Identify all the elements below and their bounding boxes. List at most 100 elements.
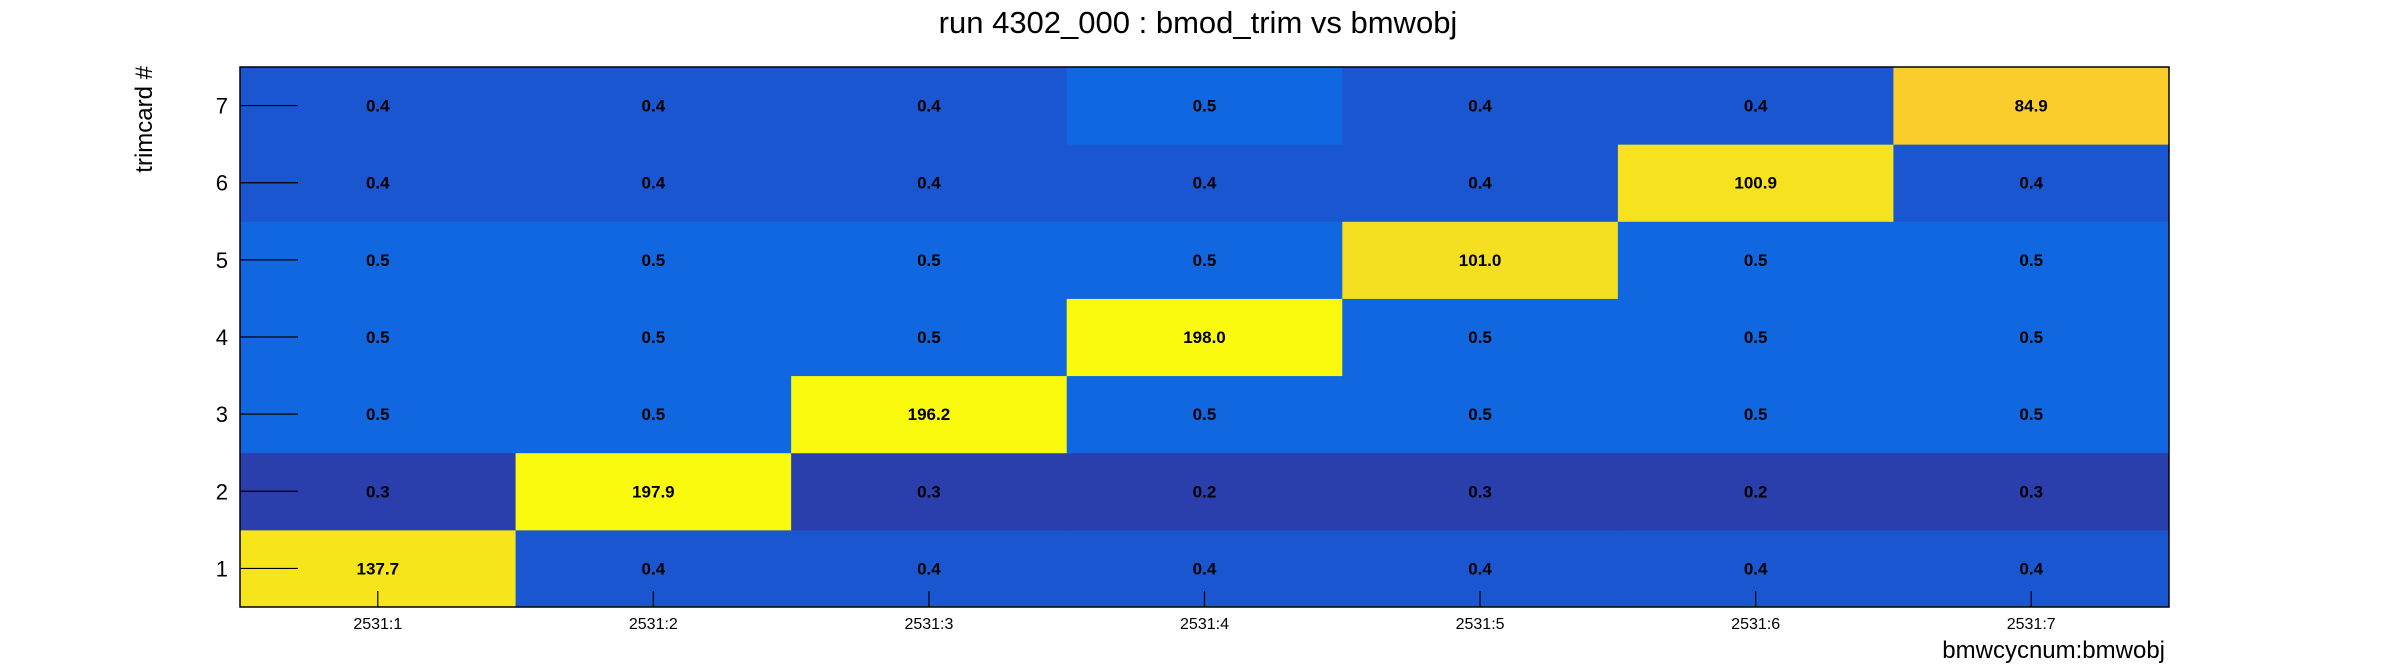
x-tick-label: 2531:2 (629, 616, 678, 633)
heatmap-cell (1342, 221, 1619, 299)
heatmap-cell (1617, 375, 1894, 454)
heatmap-cell (791, 375, 1068, 454)
chart-title: run 4302_000 : bmod_trim vs bmwobj (939, 5, 1458, 40)
heatmap-cell (1617, 221, 1894, 299)
heatmap-cell (1066, 67, 1343, 145)
cell-value-label: 0.5 (642, 405, 666, 424)
y-tick-label: 6 (216, 171, 228, 196)
y-tick-label: 4 (216, 325, 228, 350)
cell-value-label: 0.4 (1744, 97, 1768, 116)
heatmap-cell (1342, 144, 1619, 222)
heatmap-cell (1893, 375, 2170, 454)
y-tick-label: 5 (216, 248, 228, 273)
cell-value-label: 198.0 (1183, 328, 1226, 347)
cell-value-label: 0.4 (2019, 559, 2043, 578)
heatmap-cell (1342, 298, 1619, 377)
cell-value-label: 0.4 (1468, 174, 1492, 193)
heatmap-cell (1066, 452, 1343, 531)
cell-value-label: 0.5 (1468, 328, 1492, 347)
heatmap-cell (1893, 298, 2170, 377)
cell-value-label: 0.4 (2019, 174, 2043, 193)
heatmap-cell (1893, 144, 2170, 222)
cell-value-label: 100.9 (1734, 174, 1777, 193)
cell-value-label: 0.4 (1468, 97, 1492, 116)
y-axis-label: trimcard # (131, 65, 158, 172)
cell-value-label: 0.5 (917, 328, 941, 347)
x-tick-label: 2531:1 (353, 616, 402, 633)
heatmap-cell (515, 375, 792, 454)
heatmap-cell (1066, 221, 1343, 299)
cell-value-label: 137.7 (357, 559, 400, 578)
heatmap-cell (1066, 144, 1343, 222)
cell-value-label: 0.3 (917, 482, 941, 501)
heatmap-cell (791, 144, 1068, 222)
heatmap-cell (1893, 67, 2170, 145)
cell-value-label: 0.5 (366, 328, 390, 347)
cell-value-label: 0.4 (1744, 559, 1768, 578)
cell-value-label: 0.3 (1468, 482, 1492, 501)
cell-value-label: 0.5 (1744, 328, 1768, 347)
y-axis-ticks: 1 2 3 4 5 6 7 (216, 94, 298, 581)
heatmap-cell (791, 67, 1068, 145)
heatmap-cell (1617, 452, 1894, 531)
heatmap-cell (515, 221, 792, 299)
cell-value-label: 196.2 (908, 405, 951, 424)
cell-value-label: 0.4 (642, 559, 666, 578)
heatmap-cell (515, 67, 792, 145)
cell-value-label: 101.0 (1459, 251, 1502, 270)
heatmap-cell (1893, 452, 2170, 531)
heatmap-cells: 137.7 0.4 0.4 0.4 0.4 0.4 0.4 0.3 197.9 0.3 0.2 0.3… (240, 67, 2170, 608)
x-axis-ticks: 2531:1 2531:2 2531:3 2531:4 2531:5 2531:6 2531… (353, 591, 2056, 633)
heatmap-cell (791, 298, 1068, 377)
heatmap-cell (1617, 298, 1894, 377)
y-tick-label: 3 (216, 402, 228, 427)
cell-value-label: 0.4 (642, 174, 666, 193)
cell-value-label: 0.5 (2019, 328, 2043, 347)
cell-value-label: 0.5 (642, 251, 666, 270)
cell-value-label: 0.4 (366, 174, 390, 193)
cell-value-label: 0.3 (366, 482, 390, 501)
heatmap-cell (1066, 375, 1343, 454)
x-tick-label: 2531:7 (2007, 616, 2056, 633)
heatmap-cell (515, 144, 792, 222)
cell-value-label: 0.5 (1193, 405, 1217, 424)
x-tick-label: 2531:4 (1180, 616, 1229, 633)
x-axis-label: bmwcycnum:bmwobj (1942, 637, 2165, 664)
cell-value-label: 0.5 (917, 251, 941, 270)
heatmap-cell (1617, 67, 1894, 145)
cell-value-label: 0.5 (642, 328, 666, 347)
cell-value-label: 0.3 (2019, 482, 2043, 501)
cell-value-label: 0.2 (1193, 482, 1217, 501)
cell-value-label: 0.4 (642, 97, 666, 116)
heatmap-cell (515, 298, 792, 377)
cell-value-label: 0.2 (1744, 482, 1768, 501)
x-tick-label: 2531:5 (1456, 616, 1505, 633)
cell-value-label: 0.4 (917, 174, 941, 193)
heatmap-cell (1342, 452, 1619, 531)
cell-value-label: 0.4 (1468, 559, 1492, 578)
heatmap-cell (1617, 144, 1894, 222)
heatmap-cell (1342, 375, 1619, 454)
cell-value-label: 0.5 (1468, 405, 1492, 424)
heatmap-cell (1893, 221, 2170, 299)
heatmap-cell (791, 452, 1068, 531)
heatmap-cell (1066, 298, 1343, 377)
heatmap-cell (515, 452, 792, 531)
cell-value-label: 0.5 (2019, 405, 2043, 424)
cell-value-label: 0.5 (1744, 251, 1768, 270)
cell-value-label: 0.5 (1193, 97, 1217, 116)
heatmap-cell (1342, 67, 1619, 145)
cell-value-label: 0.5 (2019, 251, 2043, 270)
cell-value-label: 0.4 (917, 97, 941, 116)
cell-value-label: 0.4 (1193, 559, 1217, 578)
x-tick-label: 2531:3 (904, 616, 953, 633)
cell-value-label: 84.9 (2015, 97, 2048, 116)
cell-value-label: 0.5 (1193, 251, 1217, 270)
cell-value-label: 0.5 (366, 251, 390, 270)
cell-value-label: 0.4 (917, 559, 941, 578)
cell-value-label: 0.4 (1193, 174, 1217, 193)
cell-value-label: 197.9 (632, 482, 675, 501)
y-tick-label: 1 (216, 556, 228, 581)
y-tick-label: 7 (216, 94, 228, 119)
cell-value-label: 0.5 (366, 405, 390, 424)
